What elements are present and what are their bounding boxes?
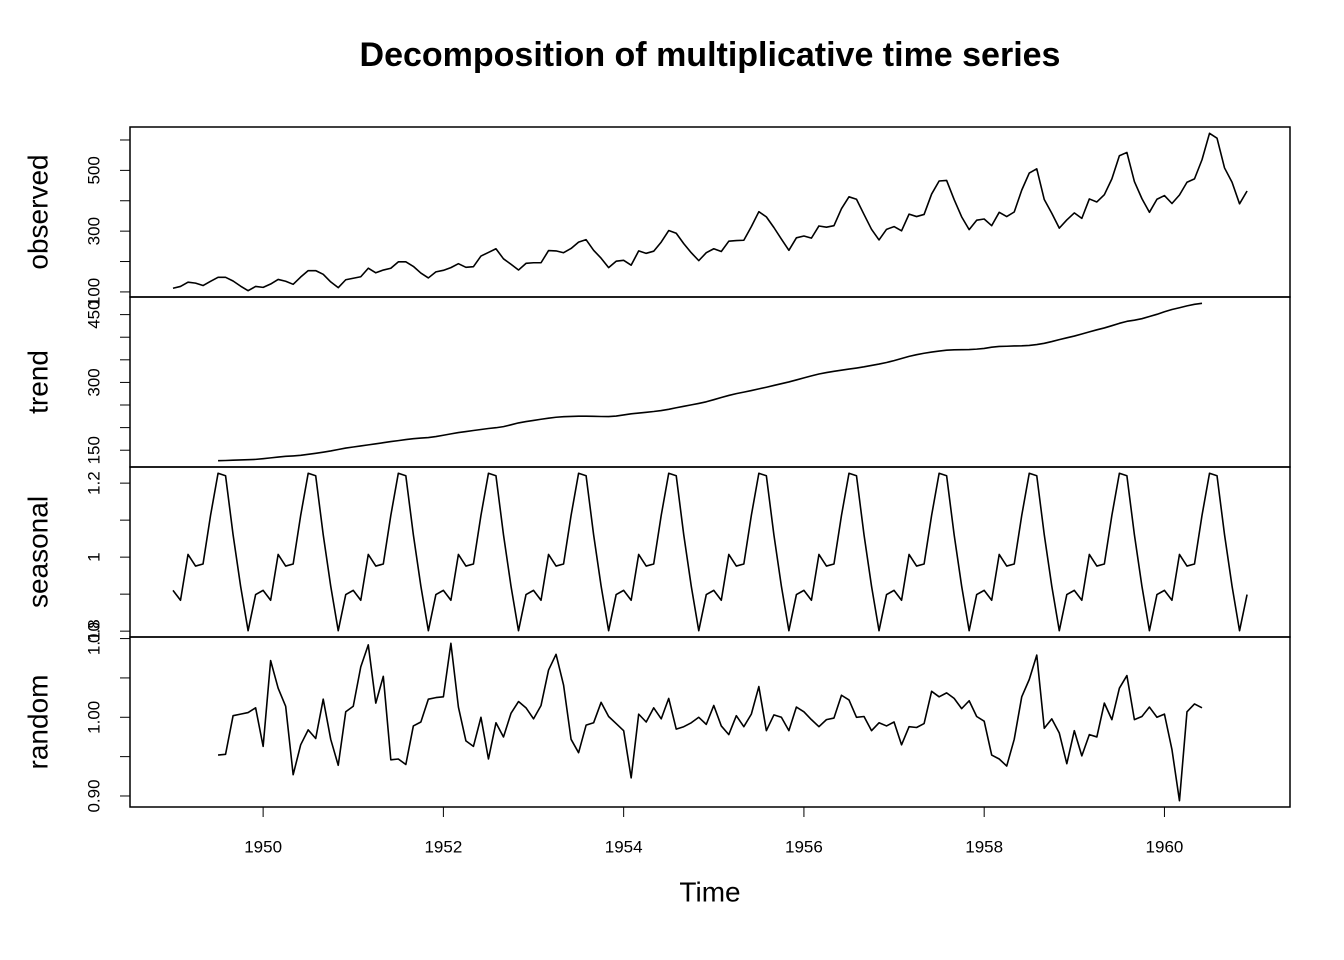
series-line [172,132,1248,292]
x-tick-label: 1954 [605,837,643,856]
panel-frame [129,126,1291,298]
panel-frame [129,636,1291,808]
y-tick-label: 0.8 [84,619,103,643]
panel-label: seasonal [22,496,53,608]
x-tick-label: 1950 [244,837,282,856]
panel-label: random [22,675,53,770]
series-line [172,472,1248,632]
y-tick-label: 1.2 [84,471,103,495]
y-tick-label: 150 [84,436,103,464]
panel-frame [129,296,1291,468]
y-tick-label: 300 [84,217,103,245]
x-tick-label: 1956 [785,837,823,856]
y-tick-label: 0.90 [84,779,103,812]
y-tick-label: 1.00 [84,701,103,734]
y-tick-label: 300 [84,368,103,396]
panel-label: observed [22,154,53,269]
chart-title: Decomposition of multiplicative time ser… [360,36,1061,74]
y-tick-label: 450 [84,300,103,328]
series-line [217,642,1203,802]
panel-label: trend [22,350,53,414]
series-line [218,302,1203,462]
x-axis-label: Time [679,876,740,907]
x-tick-label: 1958 [965,837,1003,856]
y-tick-label: 500 [84,156,103,184]
y-tick-label: 1.10 [84,622,103,655]
y-tick-label: 100 [84,278,103,306]
x-tick-label: 1960 [1146,837,1184,856]
y-tick-label: 1 [84,552,103,561]
x-tick-label: 1952 [424,837,462,856]
